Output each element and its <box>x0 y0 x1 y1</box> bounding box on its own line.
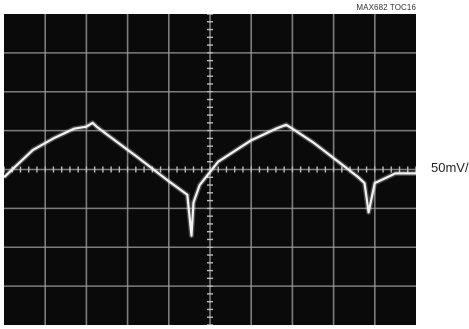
figure-id-label: MAX682 TOC16 <box>356 3 416 12</box>
oscilloscope-plot <box>4 14 416 325</box>
waveform-trace <box>4 121 416 237</box>
waveform-trace-group <box>4 120 416 239</box>
vertical-scale-label: 50mV/div <box>431 160 469 175</box>
oscilloscope-screen <box>4 14 416 325</box>
